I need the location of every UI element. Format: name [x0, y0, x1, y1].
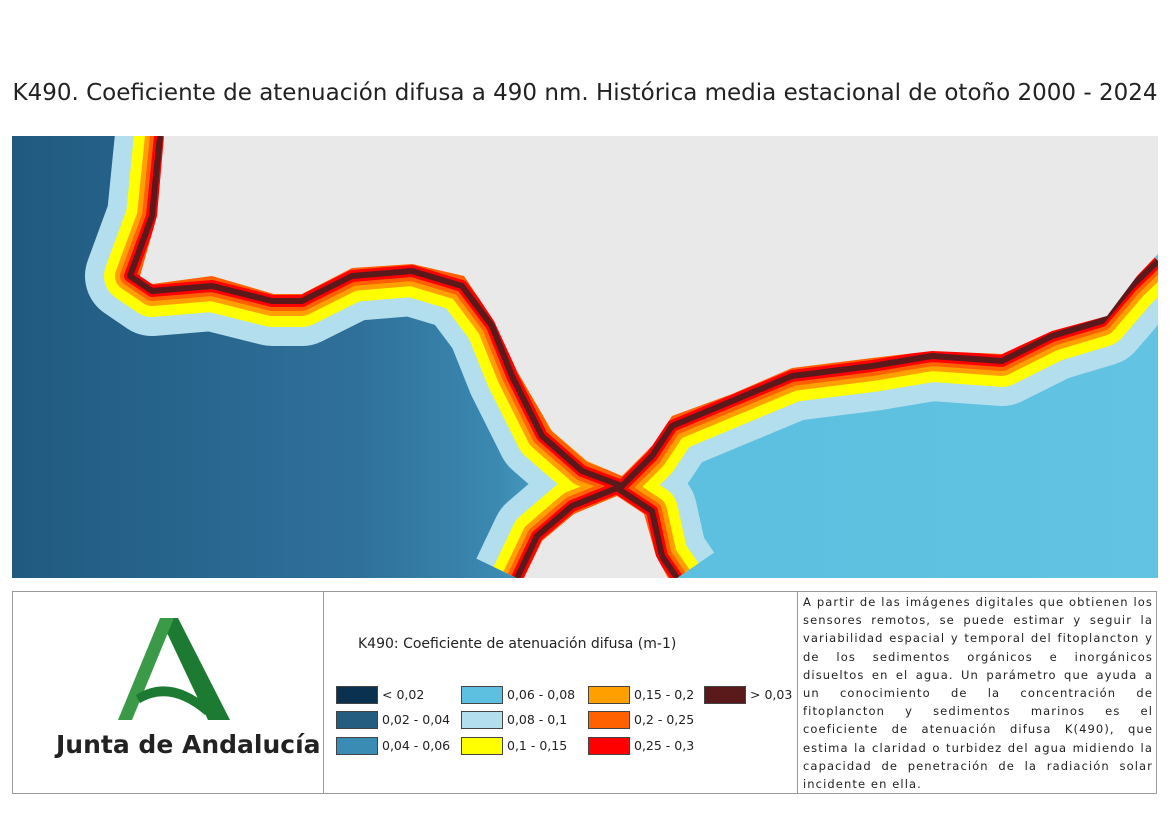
- legend-label: 0,2 - 0,25: [634, 712, 695, 727]
- legend-label: 0,25 - 0,3: [634, 738, 695, 753]
- legend-swatch: [461, 737, 503, 755]
- legend-label: 0,02 - 0,04: [382, 712, 451, 727]
- divider: [797, 592, 798, 793]
- coastal-band: [127, 136, 1158, 578]
- legend-swatch: [588, 737, 630, 755]
- legend-swatch: [336, 737, 378, 755]
- land-south: [524, 496, 668, 578]
- legend-label: 0,06 - 0,08: [507, 687, 576, 702]
- legend-label: < 0,02: [382, 687, 425, 702]
- legend-swatch: [336, 686, 378, 704]
- info-panel: [12, 591, 1157, 794]
- legend-label: 0,15 - 0,2: [634, 687, 695, 702]
- map: [12, 136, 1158, 578]
- legend-title: K490: Coeficiente de atenuación difusa (…: [358, 636, 677, 652]
- logo-text: Junta de Andalucía: [56, 730, 321, 759]
- description: A partir de las imágenes digitales que o…: [803, 595, 1153, 792]
- legend-label: 0,1 - 0,15: [507, 738, 568, 753]
- coastal-bands: [85, 136, 1158, 578]
- divider: [323, 592, 324, 793]
- map-title: K490. Coeficiente de atenuación difusa a…: [12, 80, 1158, 106]
- legend-swatch: [588, 711, 630, 729]
- legend-swatch: [588, 686, 630, 704]
- legend-swatch: [461, 711, 503, 729]
- legend-label: 0,04 - 0,06: [382, 738, 451, 753]
- land-north: [140, 136, 1158, 476]
- legend-swatch: [704, 686, 746, 704]
- logo-mark: [118, 618, 230, 720]
- legend-swatch: [336, 711, 378, 729]
- legend-label: > 0,03: [750, 687, 793, 702]
- legend-label: 0,08 - 0,1: [507, 712, 568, 727]
- legend-swatch: [461, 686, 503, 704]
